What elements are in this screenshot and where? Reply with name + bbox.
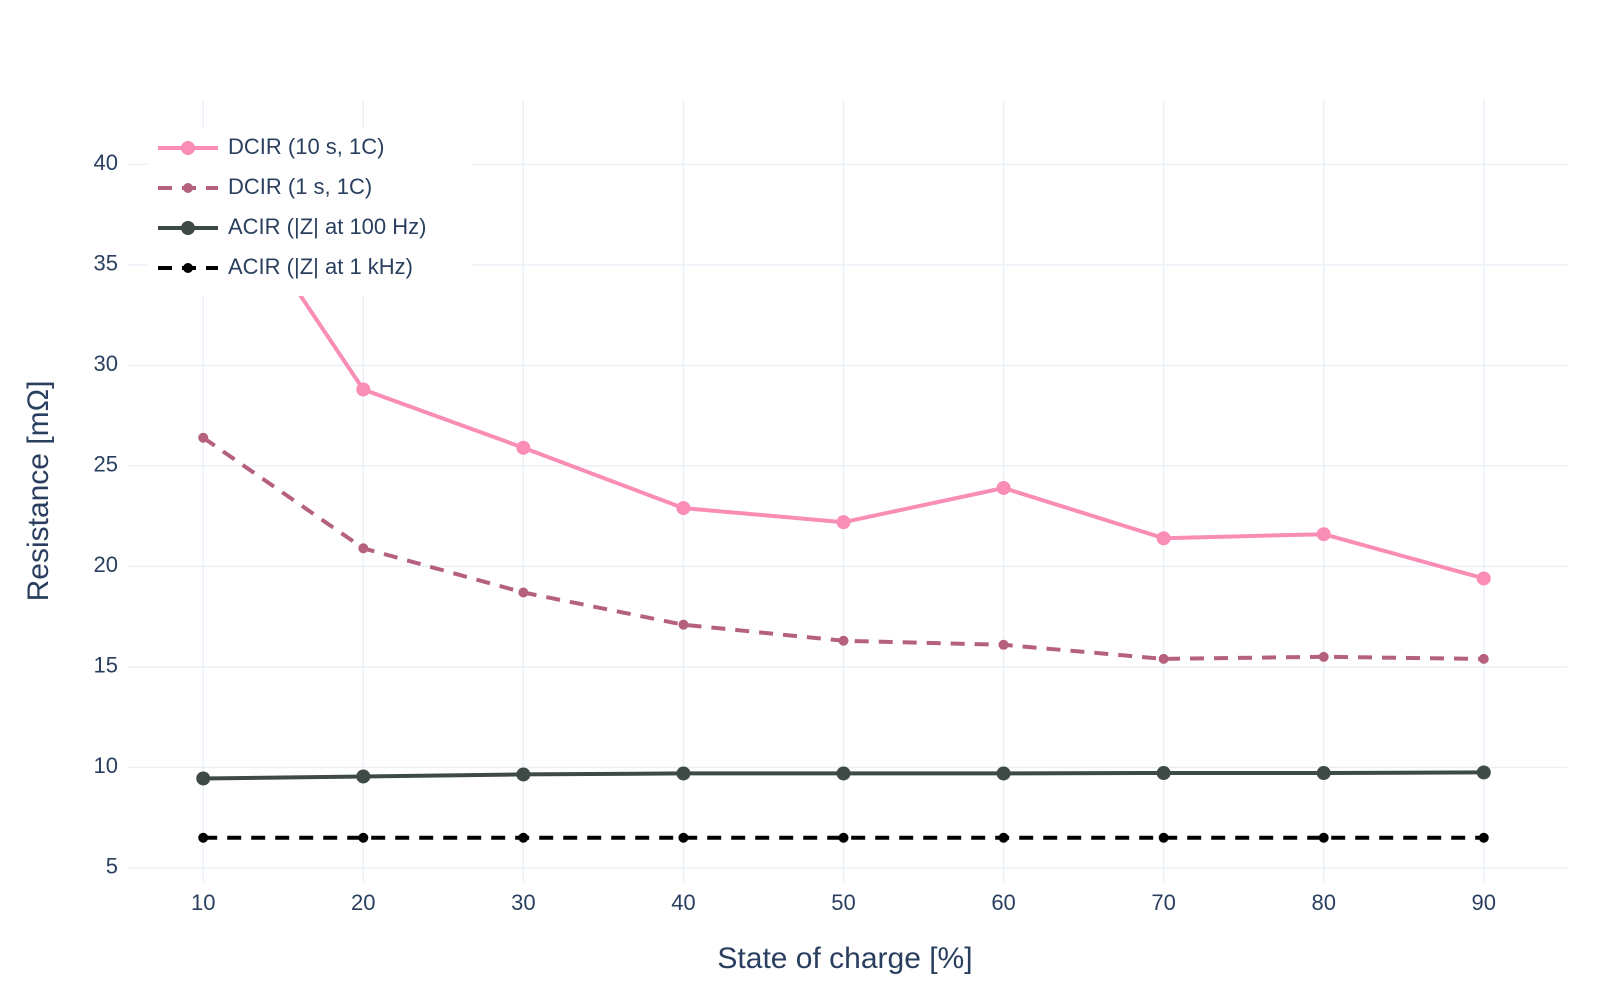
legend-marker: [183, 183, 193, 193]
data-point: [1476, 765, 1491, 780]
x-tick-label: 60: [991, 890, 1015, 915]
legend-marker: [181, 141, 195, 155]
data-point: [1316, 766, 1331, 781]
x-axis-title: State of charge [%]: [717, 942, 972, 975]
data-point: [518, 832, 529, 843]
plot-area: [196, 143, 1491, 843]
data-point: [1478, 653, 1489, 664]
y-tick-label: 40: [94, 150, 118, 175]
data-point: [356, 769, 371, 784]
data-point: [196, 771, 211, 786]
data-point: [1318, 651, 1329, 662]
y-tick-label: 30: [94, 351, 118, 376]
legend-label: ACIR (|Z| at 1 kHz): [228, 254, 413, 279]
data-point: [996, 766, 1011, 781]
x-tick-label: 20: [351, 890, 375, 915]
data-point: [678, 619, 689, 630]
data-point: [516, 767, 531, 782]
legend-label: DCIR (1 s, 1C): [228, 174, 372, 199]
data-point: [198, 432, 209, 443]
data-point: [1316, 527, 1331, 542]
data-point: [358, 543, 369, 554]
y-tick-label: 25: [94, 452, 118, 477]
data-point: [1156, 531, 1171, 546]
x-tick-label: 30: [511, 890, 535, 915]
data-point: [358, 832, 369, 843]
legend-marker: [183, 263, 193, 273]
x-tick-label: 90: [1472, 890, 1496, 915]
x-tick-label: 40: [671, 890, 695, 915]
data-point: [996, 480, 1011, 495]
data-point: [676, 766, 691, 781]
data-point: [1156, 766, 1171, 781]
x-tick-label: 10: [191, 890, 215, 915]
data-point: [838, 832, 849, 843]
y-tick-label: 10: [94, 753, 118, 778]
data-point: [676, 501, 691, 516]
data-point: [1158, 653, 1169, 664]
data-point: [836, 515, 851, 530]
y-tick-label: 35: [94, 251, 118, 276]
data-point: [198, 832, 209, 843]
x-tick-label: 80: [1311, 890, 1335, 915]
x-tick-label: 70: [1151, 890, 1175, 915]
y-tick-label: 20: [94, 552, 118, 577]
legend-label: ACIR (|Z| at 100 Hz): [228, 214, 426, 239]
y-axis-title: Resistance [mΩ]: [22, 381, 55, 602]
y-tick-label: 5: [106, 854, 118, 879]
data-point: [838, 635, 849, 646]
data-point: [1476, 571, 1491, 586]
data-point: [1478, 832, 1489, 843]
data-point: [1318, 832, 1329, 843]
legend-label: DCIR (10 s, 1C): [228, 134, 384, 159]
legend-marker: [181, 221, 195, 235]
data-point: [836, 766, 851, 781]
data-point: [998, 832, 1009, 843]
data-point: [998, 639, 1009, 650]
legend-background: [148, 128, 473, 296]
data-point: [1158, 832, 1169, 843]
data-point: [356, 382, 371, 397]
data-point: [518, 587, 529, 598]
legend: DCIR (10 s, 1C) DCIR (1 s, 1C) ACIR (|Z| a…: [148, 128, 473, 296]
data-point: [516, 440, 531, 455]
x-tick-label: 50: [831, 890, 855, 915]
y-tick-label: 15: [94, 653, 118, 678]
data-point: [678, 832, 689, 843]
